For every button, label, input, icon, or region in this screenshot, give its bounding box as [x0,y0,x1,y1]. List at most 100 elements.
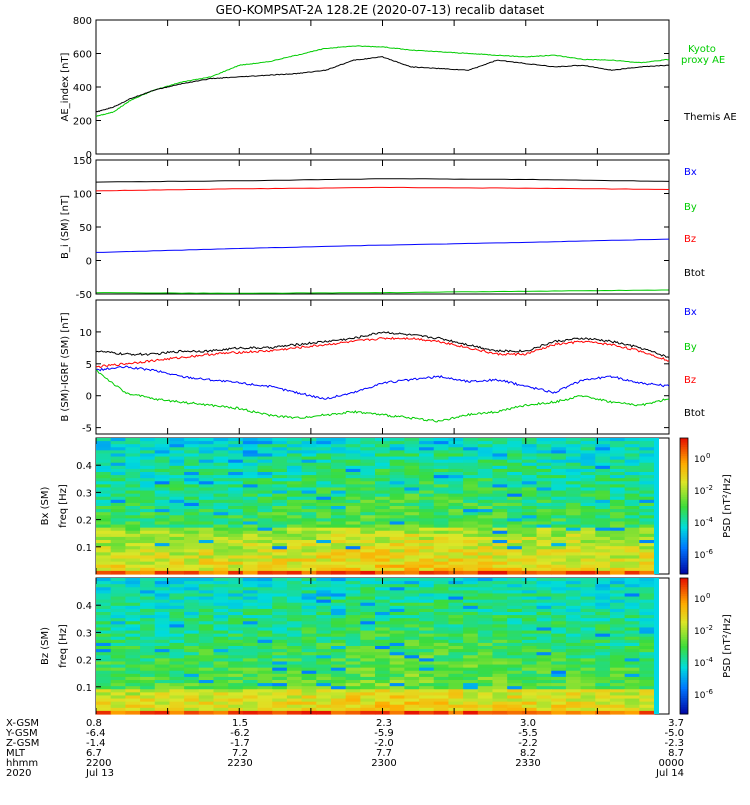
heat-cell [330,686,347,690]
heat-cell [96,608,112,613]
heat-cell [316,564,332,569]
heat-cell [565,673,582,678]
heat-cell [536,561,552,566]
heat-cell [96,462,112,467]
heat-cell [228,499,244,504]
heat-cell [184,475,200,479]
heat-cell [463,561,479,566]
heat-cell [477,549,494,553]
heat-cell [345,462,361,467]
heat-cell [242,552,259,557]
heat-cell [624,633,640,638]
heat-cell [96,502,112,507]
heat-cell [521,698,538,703]
colorbar-cell [680,693,688,697]
heat-cell [228,506,244,510]
heat-cell [580,686,596,690]
heat-cell [580,578,596,582]
heat-cell [345,459,361,464]
heat-cell [360,599,376,604]
y-tick-label: 0.3 [76,488,92,499]
heat-cell [536,627,552,632]
heat-cell [125,540,141,544]
heat-cell [228,453,244,458]
heat-cell [184,593,200,598]
heat-cell [536,543,552,547]
heat-cell [140,487,156,492]
heat-cell [551,707,567,712]
heat-cell [639,472,655,476]
colorbar-tick-label: 10 [694,595,706,605]
heat-cell [375,618,391,622]
heat-cell [375,530,391,535]
heat-cell [477,689,494,693]
heat-cell [184,605,200,610]
heat-cell [521,546,538,550]
heat-cell [609,453,626,458]
heat-cell [345,518,361,523]
heat-cell [433,506,450,510]
heat-cell [492,621,508,625]
heat-cell [595,599,611,604]
heat-cell [624,521,640,526]
heat-cell [154,502,171,507]
heat-cell [389,689,405,693]
heat-cell [448,630,464,635]
heat-cell [419,521,435,526]
heat-cell [565,475,582,479]
heat-cell [110,521,126,526]
heat-cell [301,683,317,687]
footer-value: 7.7 [376,748,392,759]
heat-cell [536,686,552,690]
heat-cell [639,707,655,712]
heat-cell [330,493,347,498]
heat-cell [345,630,361,635]
heat-cell [595,546,611,550]
heat-cell [110,506,126,510]
heat-cell [521,558,538,563]
heat-cell [448,599,464,604]
heat-cell [580,453,596,458]
heat-cell [609,664,626,669]
heat-cell [565,555,582,560]
heat-cell [404,536,420,541]
heat-cell [316,518,332,523]
heat-cell [609,590,626,595]
heat-cell [419,581,435,585]
heat-cell [360,478,376,482]
heat-cell [345,438,361,442]
heat-cell [419,447,435,451]
heat-cell [375,515,391,519]
heat-cell [536,518,552,523]
heat-cell [595,596,611,601]
heat-cell [419,506,435,510]
heat-cell [507,570,523,575]
heat-cell [404,596,420,601]
heat-cell [492,633,508,638]
heat-cell [404,633,420,638]
heat-cell [595,704,611,709]
heat-cell [595,441,611,445]
heat-cell [140,664,156,669]
heat-cell [286,472,303,476]
heat-cell [345,633,361,638]
heat-cell [96,478,112,482]
heat-cell [521,615,538,619]
heat-cell [242,555,259,560]
heat-cell [521,683,538,687]
heat-cell [272,673,288,678]
heat-cell [140,633,156,638]
heat-cell [536,646,552,650]
heat-cell [360,456,376,461]
heat-cell [272,599,288,604]
heat-cell [125,670,141,675]
heat-cell [536,475,552,479]
heat-cell [433,524,450,529]
heat-cell [507,652,523,656]
heat-cell [345,636,361,641]
heat-cell [624,540,640,544]
heat-cell [536,453,552,458]
heat-cell [448,587,464,591]
panel-frame [95,19,670,155]
colorbar-cell [680,551,688,555]
